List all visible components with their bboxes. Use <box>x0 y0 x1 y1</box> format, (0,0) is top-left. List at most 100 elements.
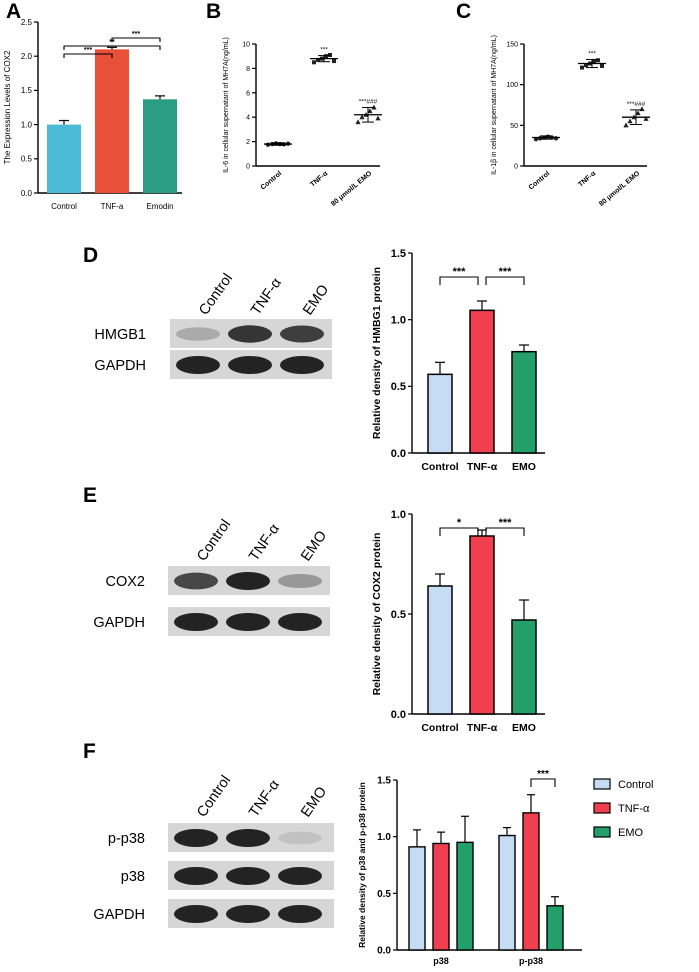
x-tick-label: Control <box>260 170 284 191</box>
blot-row-label: GAPDH <box>93 907 145 923</box>
significance-label: *** <box>453 266 467 278</box>
blot-row-label: p-p38 <box>108 831 145 847</box>
blot-band <box>278 831 322 845</box>
y-tick-label: 0.5 <box>21 155 33 164</box>
y-tick-label: 0.5 <box>391 381 406 393</box>
blot-band <box>226 905 270 923</box>
y-tick-label: 8 <box>246 66 250 73</box>
data-point <box>623 122 629 128</box>
y-tick-label: 1.5 <box>21 86 33 95</box>
significance-bracket <box>63 45 161 50</box>
data-point <box>537 136 543 141</box>
blot-band <box>280 356 324 374</box>
x-tick-label: TNF-a <box>101 202 124 211</box>
y-tick-label: 0 <box>514 163 518 170</box>
lane-label: Control <box>196 271 236 318</box>
y-tick-label: 1.0 <box>391 315 406 327</box>
blot-band <box>174 867 218 885</box>
data-point <box>359 114 365 120</box>
x-tick-label: Control <box>51 202 77 211</box>
lane-label: EMO <box>298 784 330 820</box>
significance-bracket <box>63 53 113 58</box>
bar-d-2 <box>511 350 537 454</box>
data-point <box>580 65 584 70</box>
data-point <box>355 119 361 125</box>
x-tick-label: Control <box>421 461 458 473</box>
significance-bracket <box>439 276 479 285</box>
bar-a-1 <box>95 49 129 193</box>
legend-label: Control <box>618 779 653 791</box>
lane-label: TNF-α <box>246 521 283 564</box>
blot-band <box>226 829 270 847</box>
data-point <box>312 60 316 65</box>
y-axis-title: IL-6 in cellular supernatant of MH7A(ng/… <box>223 37 230 173</box>
blot-row-label: GAPDH <box>93 615 145 631</box>
y-axis-title: Relative density of HMBG1 protein <box>371 267 383 439</box>
panel-letter-c: C <box>456 0 472 23</box>
data-point <box>375 115 381 121</box>
data-point <box>643 116 649 121</box>
blot-band <box>176 356 220 374</box>
blot-row-label: GAPDH <box>94 358 146 374</box>
panel-letter-b: B <box>206 0 222 23</box>
data-point <box>627 118 633 124</box>
blot-band <box>226 867 270 885</box>
data-point <box>600 63 604 68</box>
panel-letter-d: D <box>83 244 99 267</box>
y-tick-label: 100 <box>506 82 518 89</box>
bar-d-1 <box>469 309 495 454</box>
y-tick-label: 1.0 <box>377 832 391 843</box>
bar-f-2-1 <box>546 905 564 951</box>
x-tick-label: 80 μmol/L EMO <box>598 170 642 208</box>
x-tick-label: p-p38 <box>519 956 543 966</box>
data-point <box>635 110 641 116</box>
lane-label: TNF-α <box>246 777 283 820</box>
significance-bracket <box>530 778 556 787</box>
blot-band <box>278 905 322 923</box>
data-point <box>332 59 336 64</box>
lane-label: EMO <box>298 528 330 564</box>
y-tick-label: 150 <box>506 41 518 48</box>
lane-label: EMO <box>300 282 332 318</box>
y-tick-label: 0 <box>246 163 250 170</box>
y-axis-title: The Expression Levels of COX2 <box>3 50 12 164</box>
x-tick-label: TNF-α <box>467 461 498 473</box>
y-tick-label: 2.0 <box>21 52 33 61</box>
blot-band <box>278 613 322 631</box>
legend-swatch <box>593 778 611 790</box>
significance-label: *** <box>132 31 140 38</box>
y-tick-label: 0.0 <box>391 448 406 460</box>
x-tick-label: 80 μmol/L EMO <box>330 170 374 208</box>
y-tick-label: 0.5 <box>391 609 406 621</box>
bar-f-0-1 <box>498 834 516 951</box>
blot-band <box>174 613 218 631</box>
annotation-label: ***### <box>627 101 646 108</box>
bar-f-1-1 <box>522 812 540 951</box>
x-tick-label: Control <box>421 722 458 734</box>
legend-swatch <box>593 802 611 814</box>
x-tick-label: TNF-α <box>467 722 498 734</box>
y-tick-label: 2 <box>246 139 250 146</box>
y-tick-label: 6 <box>246 90 250 97</box>
significance-label: *** <box>84 47 92 54</box>
lane-label: Control <box>194 517 234 564</box>
bar-d-0 <box>427 373 453 454</box>
data-point <box>553 136 559 141</box>
significance-label: ** <box>109 39 115 46</box>
blot-band <box>174 905 218 923</box>
y-tick-label: 1.0 <box>391 509 406 521</box>
panel-letter-e: E <box>83 484 98 507</box>
x-tick-label: p38 <box>433 956 449 966</box>
significance-bracket <box>485 527 525 536</box>
bar-e-2 <box>511 619 537 715</box>
legend-swatch <box>593 826 611 838</box>
significance-label: *** <box>499 266 513 278</box>
blot-row-label: p38 <box>121 869 145 885</box>
bar-e-1 <box>469 535 495 715</box>
data-point <box>324 54 328 59</box>
annotation-label: *** <box>320 47 328 54</box>
blot-band <box>176 327 220 341</box>
data-point <box>328 52 332 57</box>
bar-e-0 <box>427 585 453 715</box>
